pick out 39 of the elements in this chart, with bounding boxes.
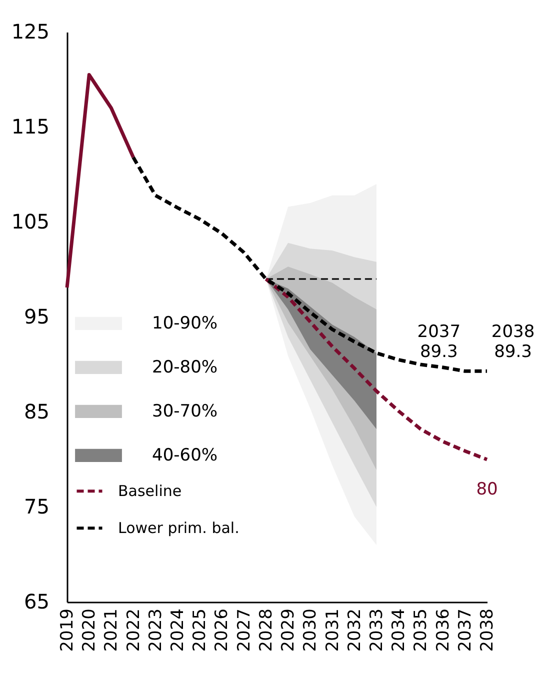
- y-tick-label: 125: [11, 20, 50, 44]
- legend-label: 30-70%: [152, 401, 218, 422]
- x-tick-label: 2021: [102, 608, 122, 652]
- y-tick-label: 75: [24, 494, 50, 518]
- x-tick-label: 2038: [478, 608, 498, 652]
- y-tick-label: 85: [24, 400, 50, 424]
- x-tick-label: 2029: [278, 608, 299, 652]
- x-tick-label: 2031: [322, 608, 343, 652]
- y-tick-label: 115: [11, 114, 50, 138]
- x-tick-label: 2035: [411, 608, 432, 652]
- x-tick-label: 2025: [190, 608, 210, 652]
- x-tick-label: 2036: [433, 608, 454, 652]
- x-tick-label: 2034: [389, 608, 410, 652]
- x-tick-label: 2026: [212, 608, 232, 652]
- x-tick-label: 2020: [80, 608, 100, 652]
- y-tick-label: 65: [24, 590, 50, 614]
- annotation: 2038 89.3: [491, 322, 535, 362]
- x-tick-label: 2024: [168, 608, 188, 652]
- x-tick-label: 2037: [455, 608, 476, 652]
- x-tick-label: 2023: [146, 608, 166, 652]
- x-tick-label: 2032: [344, 608, 365, 652]
- line-series: [132, 156, 489, 373]
- x-tick-label: 2033: [366, 608, 387, 652]
- legend-label: 40-60%: [152, 445, 218, 466]
- legend-label: Baseline: [118, 482, 182, 500]
- x-tick-label: 2030: [300, 608, 321, 652]
- annotation: 80: [476, 480, 498, 500]
- x-tick-label: 2019: [58, 608, 78, 652]
- legend-label: 10-90%: [152, 313, 218, 334]
- line-series: [264, 277, 489, 462]
- legend-label: 20-80%: [152, 357, 218, 378]
- x-tick-label: 2022: [124, 608, 144, 652]
- y-tick-label: 105: [11, 210, 50, 234]
- y-tick-label: 95: [24, 304, 50, 328]
- x-tick-label: 2028: [256, 608, 276, 652]
- line-series: [65, 73, 136, 290]
- legend-label: Lower prim. bal.: [118, 519, 240, 538]
- annotation: 2037 89.3: [417, 322, 461, 362]
- x-tick-label: 2027: [234, 608, 254, 652]
